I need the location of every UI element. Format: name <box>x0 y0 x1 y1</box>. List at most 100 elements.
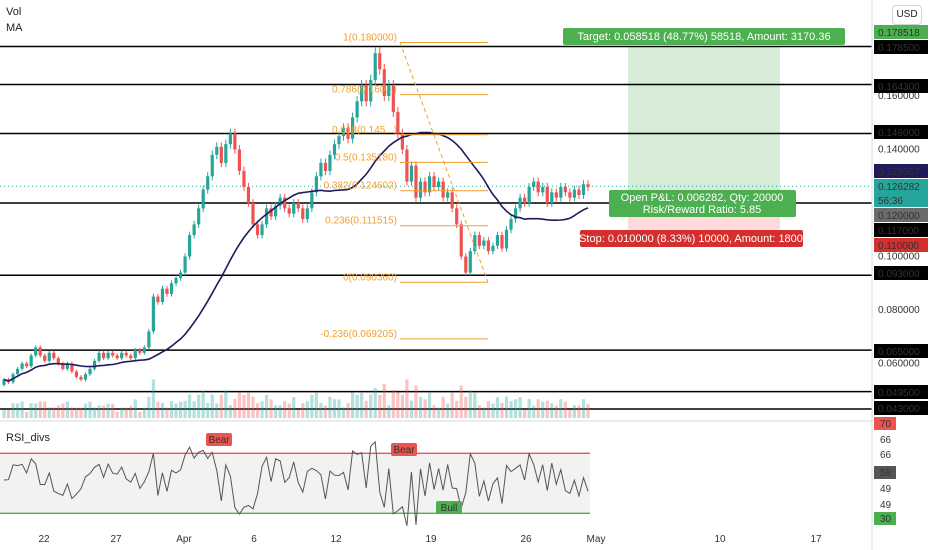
candle-body <box>188 235 192 257</box>
price-axis-tick: 0.160000 <box>878 91 920 102</box>
candle-body <box>350 117 355 139</box>
candle-body <box>283 197 287 209</box>
price-tag-box <box>874 238 928 252</box>
candle-body <box>382 69 386 96</box>
volume-bar <box>450 392 454 418</box>
candle-body <box>219 146 223 163</box>
volume-bar <box>301 403 305 418</box>
time-axis-label: 10 <box>714 534 726 545</box>
candle-body <box>369 79 373 102</box>
price-axis-tick: 0.100000 <box>878 252 920 263</box>
candle-body <box>504 229 509 249</box>
moving-average-line <box>3 131 589 382</box>
candle-body <box>124 352 128 356</box>
candle-body <box>319 162 323 177</box>
volume-bar <box>178 401 183 418</box>
candle-body <box>29 355 33 367</box>
candle-body <box>532 181 536 187</box>
rsi-axis-tick: 49 <box>880 484 892 495</box>
rsi-axis-tick: 30 <box>880 514 892 525</box>
volume-bar <box>400 394 404 418</box>
volume-bar <box>527 398 531 418</box>
candle-body <box>328 154 332 171</box>
price-tag-box <box>874 266 928 280</box>
volume-bar <box>382 384 386 418</box>
candle-body <box>581 184 586 195</box>
candle-body <box>115 355 119 359</box>
volume-bar <box>251 396 255 418</box>
candle-body <box>151 296 155 332</box>
candle-body <box>423 181 427 193</box>
candle-body <box>572 189 577 198</box>
candle-body <box>178 272 183 278</box>
price-tag-box <box>874 208 928 222</box>
candle-body <box>346 128 350 139</box>
volume-bar <box>47 407 51 418</box>
volume-bar <box>350 392 355 418</box>
volume-bar <box>56 405 60 418</box>
price-axis-tick: 0.080000 <box>878 305 920 316</box>
volume-bar <box>396 392 400 418</box>
price-tag: 0.129057 <box>878 167 920 178</box>
candle-body <box>509 219 513 230</box>
price-tag: 0.110000 <box>878 241 919 252</box>
volume-bar <box>215 403 219 418</box>
candle-body <box>269 208 273 217</box>
candle-body <box>310 192 314 209</box>
fib-level-label: 0.236(0.111515) <box>325 216 397 227</box>
pnl-label-box <box>609 190 796 217</box>
volume-bar <box>409 400 414 418</box>
volume-bar <box>437 407 441 418</box>
candle-body <box>120 352 124 359</box>
price-tag-box <box>874 25 928 39</box>
volume-bar <box>174 403 178 418</box>
candle-body <box>43 355 47 361</box>
candle-body <box>568 192 572 198</box>
rsi-divergence-label: Bear <box>208 435 230 446</box>
volume-bar <box>65 401 69 418</box>
candle-body <box>355 101 359 118</box>
pnl-label: Open P&L: 0.006282, Qty: 20000 <box>621 192 784 204</box>
volume-bar <box>228 405 232 418</box>
volume-bar <box>237 392 242 418</box>
currency-button[interactable]: USD <box>892 5 922 25</box>
candle-body <box>518 197 522 209</box>
candle-body <box>437 181 441 187</box>
candle-body <box>373 53 377 80</box>
volume-bar <box>120 407 124 418</box>
volume-bar <box>151 379 155 418</box>
candle-body <box>341 128 346 137</box>
rsi-legend: RSI_divs <box>6 432 51 444</box>
volume-bar <box>513 399 518 418</box>
candle-body <box>101 352 106 359</box>
volume-bar <box>414 385 418 418</box>
candle-body <box>337 136 341 145</box>
candle-body <box>446 192 450 198</box>
volume-bar <box>34 403 38 418</box>
price-tag-box <box>874 40 928 54</box>
volume-bar <box>432 405 436 418</box>
candle-body <box>586 184 590 187</box>
volume-bar <box>464 396 468 418</box>
fib-level-label: 0.786(0.160...) <box>332 85 397 96</box>
candle-body <box>83 374 88 380</box>
volume-bar <box>233 398 237 418</box>
price-tag: 0.117000 <box>878 226 919 237</box>
fib-trend-line <box>399 42 489 283</box>
volume-bar <box>563 401 567 418</box>
rsi-axis-tick: 49 <box>880 500 892 511</box>
volume-bar <box>586 403 590 418</box>
volume-bar <box>473 392 477 418</box>
candle-body <box>233 133 237 150</box>
volume-bar <box>296 409 300 418</box>
candle-body <box>541 186 545 193</box>
volume-bar <box>418 396 423 418</box>
volume-bar <box>314 392 318 418</box>
volume-bar <box>581 399 586 418</box>
candle-body <box>414 165 418 198</box>
candle-body <box>133 350 137 359</box>
volume-bar <box>169 401 174 418</box>
volume-bar <box>264 394 269 418</box>
volume-bar <box>101 405 106 418</box>
